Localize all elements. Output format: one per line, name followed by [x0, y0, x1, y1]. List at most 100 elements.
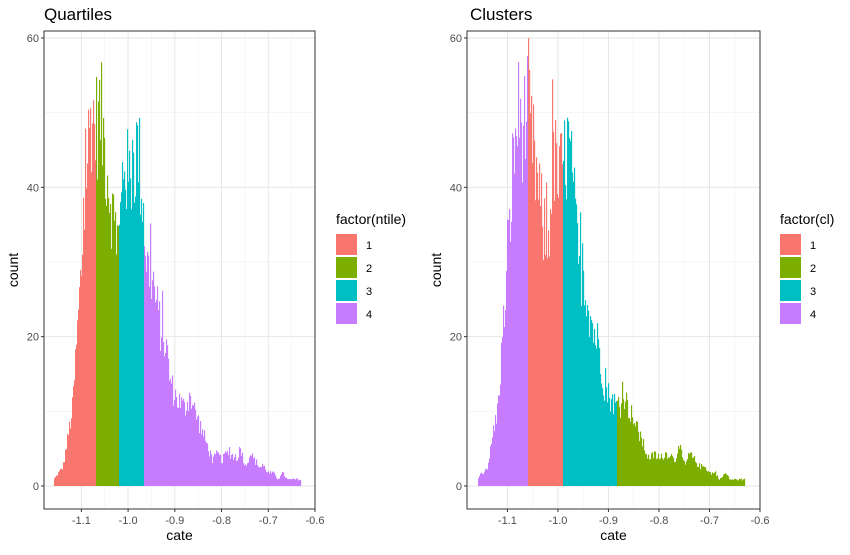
histogram-bar	[506, 270, 508, 486]
histogram-bar	[227, 450, 229, 486]
histogram-bar	[279, 478, 281, 486]
histogram-bar	[142, 221, 144, 486]
histogram-bar	[699, 463, 701, 486]
histogram-bar	[511, 221, 513, 486]
histogram-bar	[532, 162, 534, 486]
x-tick-label: -0.8	[212, 515, 231, 527]
histogram-bar	[297, 478, 299, 486]
histogram-bar	[197, 416, 199, 486]
histogram-bar	[599, 348, 601, 486]
histogram-bar	[170, 378, 172, 486]
histogram-bar	[296, 478, 298, 486]
histogram-bar	[518, 62, 520, 486]
histogram-bar	[63, 462, 65, 486]
histogram-bar	[529, 69, 531, 487]
histogram-bar	[184, 402, 186, 486]
histogram-bar	[73, 386, 75, 486]
histogram-bar	[490, 446, 492, 486]
histogram-bar	[584, 305, 586, 486]
histogram-bar	[684, 461, 686, 486]
histogram-bar	[508, 220, 510, 487]
histogram-bar	[558, 197, 560, 486]
histogram-bar	[731, 479, 733, 486]
histogram-bar	[186, 410, 188, 486]
histogram-bar	[214, 453, 216, 486]
histogram-bar	[519, 137, 521, 486]
histogram-bar	[630, 421, 632, 486]
histogram-bar	[269, 473, 271, 486]
histogram-bar	[173, 405, 175, 486]
histogram-bar	[207, 443, 209, 486]
histogram-bar	[155, 302, 157, 486]
histogram-bar	[94, 123, 96, 486]
histogram-bar	[272, 471, 274, 486]
histogram-bar	[591, 320, 593, 486]
histogram-bar	[202, 429, 204, 486]
legend-swatch	[336, 303, 357, 324]
histogram-bar	[522, 182, 524, 486]
histogram-bar	[609, 397, 611, 486]
histogram-bar	[62, 469, 64, 486]
legend: factor(cl) 1 2 3 4	[780, 211, 834, 324]
histogram-bar	[520, 98, 522, 486]
legend-label: 3	[366, 286, 372, 298]
histogram-bar	[721, 477, 723, 486]
histogram-bar	[281, 474, 283, 486]
histogram-bar	[289, 479, 291, 486]
chart-title: Clusters	[470, 5, 532, 24]
histogram-bar	[164, 356, 166, 486]
legend-label: 1	[366, 240, 372, 252]
x-tick-label: -0.8	[649, 515, 668, 527]
y-tick-label: 40	[450, 182, 462, 194]
histogram-bar	[623, 399, 625, 486]
histogram-bar	[228, 455, 230, 486]
histogram-bar	[278, 478, 280, 486]
histogram-bar	[60, 468, 62, 486]
histogram-bar	[215, 454, 217, 486]
histogram-bar	[536, 157, 538, 486]
chart-title: Quartiles	[44, 5, 112, 24]
histogram-bar	[59, 470, 61, 486]
histogram-bar	[266, 471, 268, 486]
histogram-bar	[212, 463, 214, 486]
histogram-bar	[69, 421, 71, 486]
histogram-bar	[656, 459, 658, 486]
histogram-bar	[88, 109, 90, 487]
histogram-bar	[617, 400, 619, 486]
legend-title: factor(cl)	[780, 211, 834, 227]
histogram-bar	[498, 395, 500, 486]
histogram-bar	[735, 478, 737, 486]
histogram-bar	[188, 410, 190, 486]
histogram-bar	[595, 345, 597, 486]
histogram-bar	[485, 469, 487, 486]
histogram-bar	[92, 123, 94, 487]
histogram-bar	[494, 431, 496, 486]
histogram-bar	[488, 462, 490, 486]
histogram-bar	[89, 128, 91, 486]
histogram-bar	[528, 38, 530, 486]
y-tick-label: 20	[450, 332, 462, 344]
histogram-bar	[237, 460, 239, 486]
x-tick-label: -1.0	[119, 515, 138, 527]
histogram-bar	[185, 415, 187, 486]
histogram-bar	[180, 407, 182, 486]
histogram-bar	[580, 212, 582, 487]
histogram-bar	[100, 140, 102, 486]
histogram-bar	[695, 461, 697, 486]
histogram-bar	[642, 446, 644, 486]
histogram-bar	[71, 418, 73, 486]
histogram-bar	[261, 466, 263, 486]
legend-swatch	[780, 257, 801, 278]
histogram-bar	[191, 408, 193, 486]
legend-label: 1	[810, 240, 816, 252]
histogram-bar	[671, 453, 673, 486]
histogram-bar	[611, 399, 613, 486]
histogram-bar	[236, 461, 238, 486]
histogram-bar	[639, 441, 641, 486]
histogram-bar	[210, 450, 212, 486]
histogram-bar	[526, 121, 528, 486]
histogram-bar	[701, 463, 703, 486]
histogram-bar	[151, 299, 153, 486]
histogram-bar	[287, 479, 289, 486]
